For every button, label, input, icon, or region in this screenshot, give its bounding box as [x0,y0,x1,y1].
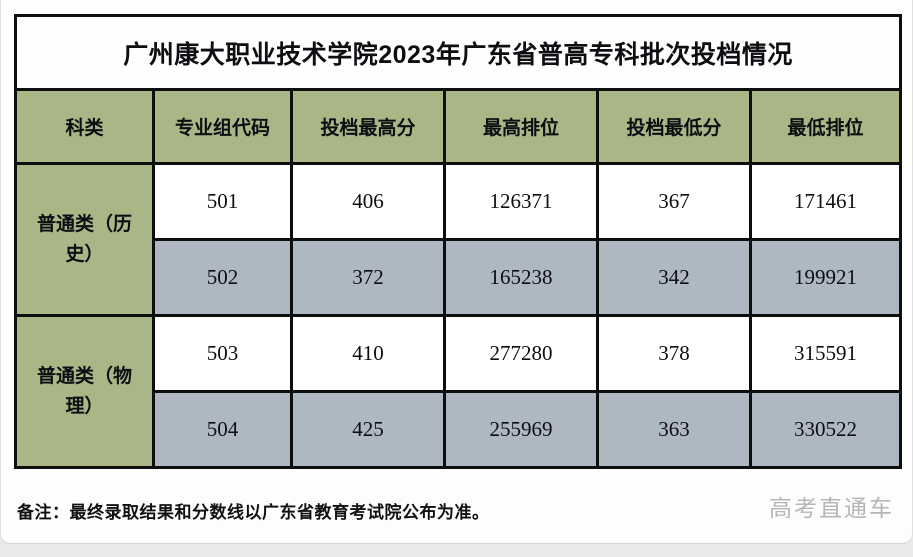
column-header-min-rank: 最低排位 [748,88,903,165]
column-header-group-code: 专业组代码 [152,88,293,165]
data-cell: 277280 [443,314,599,393]
title-row: 广州康大职业技术学院2023年广东省普高专科批次投档情况 [13,14,903,91]
data-cell: 502 [152,238,293,317]
data-cell: 367 [596,162,752,241]
data-cell: 315591 [748,314,903,393]
footer: 备注：最终录取结果和分数线以广东省教育考试院公布为准。 高考直通车 [17,489,894,523]
category-cell-physics: 普通类（物 理） [14,314,155,469]
table-row: 504 425 255969 363 330522 [16,390,903,469]
data-cell: 372 [290,238,446,317]
column-header-min-score: 投档最低分 [596,88,752,165]
data-cell: 501 [152,162,293,241]
data-cell: 406 [290,162,446,241]
data-cell: 378 [596,314,752,393]
watermark-logo: 高考直通车 [769,495,894,521]
data-cell: 199921 [748,238,903,317]
header-row: 科类 专业组代码 投档最高分 最高排位 投档最低分 最低排位 [14,88,903,165]
column-header-max-rank: 最高排位 [443,88,599,165]
admission-table: 广州康大职业技术学院2023年广东省普高专科批次投档情况 科类 专业组代码 投档… [13,14,903,469]
data-cell: 171461 [748,162,903,241]
column-header-max-score: 投档最高分 [290,88,446,165]
data-cell: 410 [290,314,446,393]
remark-note: 备注：最终录取结果和分数线以广东省教育考试院公布为准。 [17,503,490,522]
data-cell: 255969 [443,390,599,469]
data-cell: 126371 [443,162,599,241]
column-header-subject-type: 科类 [14,88,155,165]
table-title: 广州康大职业技术学院2023年广东省普高专科批次投档情况 [13,14,903,91]
data-cell: 363 [596,390,752,469]
table-row: 普通类（物 理） 503 410 277280 378 315591 [14,314,903,469]
data-cell: 504 [152,390,293,469]
data-cell: 342 [596,238,752,317]
data-cell: 425 [290,390,446,469]
data-cell: 330522 [748,390,903,469]
article-card: 广州康大职业技术学院2023年广东省普高专科批次投档情况 科类 专业组代码 投档… [0,0,913,544]
table-row: 502 372 165238 342 199921 [16,238,903,317]
table-row: 普通类（历 史） 501 406 126371 367 171461 [14,162,903,317]
data-cell: 503 [152,314,293,393]
data-cell: 165238 [443,238,599,317]
category-cell-history: 普通类（历 史） [14,162,155,317]
